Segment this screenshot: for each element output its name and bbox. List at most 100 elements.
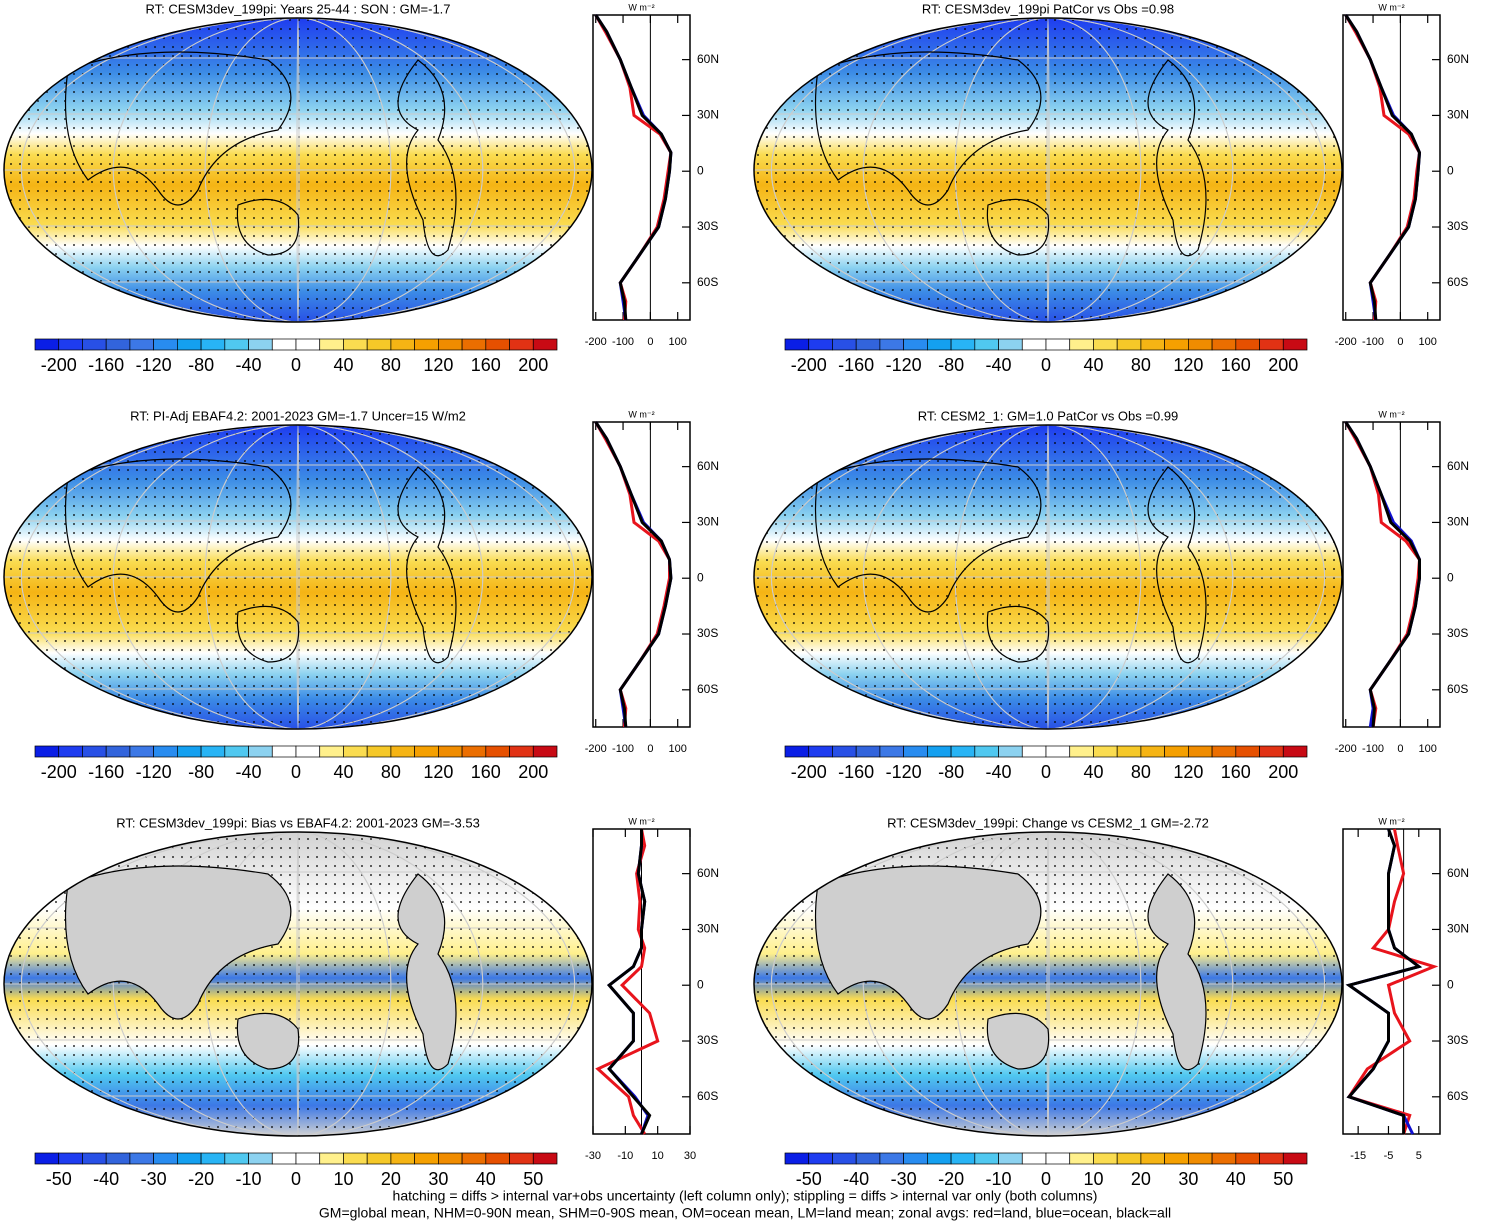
colorbar-label: -120 [136, 355, 172, 375]
meridian [204, 425, 392, 729]
colorbar-box [248, 338, 273, 351]
colorbar-label: -160 [88, 762, 124, 782]
colorbar-box [784, 745, 810, 758]
colorbar-box [319, 745, 344, 758]
colorbar-box [950, 745, 976, 758]
colorbar-box [461, 745, 487, 758]
colorbar-box [879, 745, 904, 758]
meridian [770, 832, 1326, 1136]
x-tick-label: -30 [585, 1150, 601, 1162]
colorbar-label: -40 [986, 355, 1012, 375]
continent [814, 458, 1042, 613]
colorbar-label: 160 [1221, 762, 1251, 782]
continent [1147, 466, 1207, 664]
y-tick-label: 60S [697, 682, 718, 696]
colorbar-box [532, 338, 558, 351]
y-tick-label: 60N [1447, 866, 1469, 880]
continent [986, 198, 1050, 256]
y-tick-label: 0 [1447, 977, 1454, 991]
colorbar-box [343, 1152, 368, 1165]
colorbar-box [438, 745, 463, 758]
colorbar-box [1259, 338, 1284, 351]
y-tick-label: 30N [697, 922, 719, 936]
colorbar-label: -10 [236, 1169, 262, 1189]
y-tick-label: 0 [697, 163, 704, 177]
colorbar-label: 50 [523, 1169, 543, 1189]
y-tick-label: 30S [697, 1033, 718, 1047]
panel-title: RT: PI-Adj EBAF4.2: 2001-2023 GM=-1.7 Un… [130, 408, 466, 423]
colorbar-label: -20 [938, 1169, 964, 1189]
footer-line: hatching = diffs > internal var+obs unce… [393, 1188, 1098, 1204]
map [754, 18, 1342, 322]
continent [397, 59, 457, 257]
y-tick-label: 60S [697, 275, 718, 289]
colorbar-box [34, 338, 60, 351]
colorbar-box [974, 1152, 999, 1165]
colorbar-box [485, 745, 510, 758]
colorbar-label: 160 [1221, 355, 1251, 375]
colorbar-box [832, 338, 857, 351]
colorbar-box [177, 338, 202, 351]
meridian [1046, 425, 1050, 729]
colorbar-label: 30 [1178, 1169, 1198, 1189]
colorbar-label: -80 [188, 762, 214, 782]
x-tick-label: -100 [1362, 336, 1384, 348]
colorbar-box [532, 745, 558, 758]
colorbar-box [903, 338, 928, 351]
colorbar-box [366, 1152, 392, 1165]
continent [236, 1012, 300, 1070]
map-border [753, 424, 1343, 730]
colorbar-box [271, 338, 297, 351]
colorbar-box [485, 338, 510, 351]
colorbar-box [1188, 1152, 1213, 1165]
meridian [112, 18, 484, 322]
colorbar-box [200, 745, 226, 758]
map-border [3, 17, 593, 323]
x-tick-label: 100 [1419, 336, 1437, 348]
x-tick-label: -200 [1335, 743, 1357, 755]
colorbar-label: -120 [136, 762, 172, 782]
colorbar-box [153, 1152, 178, 1165]
panel-title: RT: CESM2_1: GM=1.0 PatCor vs Obs =0.99 [918, 408, 1179, 423]
y-tick-label: 60S [1447, 682, 1468, 696]
continent [236, 198, 300, 256]
continent [397, 466, 457, 664]
colorbar-box [1069, 745, 1094, 758]
colorbar-label: -40 [236, 355, 262, 375]
x-tick-label: 5 [1416, 1150, 1422, 1162]
colorbar-label: 40 [1226, 1169, 1246, 1189]
continent [986, 605, 1050, 663]
colorbar-box [390, 338, 415, 351]
colorbar-box [998, 338, 1023, 351]
x-tick-label: -15 [1350, 1150, 1366, 1162]
continent [814, 51, 1042, 206]
meridian [204, 18, 392, 322]
axis-label: W m⁻² [628, 409, 654, 419]
colorbar-box [532, 1152, 558, 1165]
colorbar-box [366, 745, 392, 758]
colorbar-label: 0 [291, 762, 301, 782]
y-tick-label: 60N [697, 459, 719, 473]
meridian [296, 18, 300, 322]
meridian [20, 425, 576, 729]
axis-label: W m⁻² [1378, 816, 1404, 826]
colorbar-label: 80 [381, 762, 401, 782]
colorbar-box [1140, 338, 1165, 351]
colorbar-label: -80 [188, 355, 214, 375]
colorbar-box [295, 745, 321, 758]
colorbar-box [1282, 1152, 1308, 1165]
x-tick-label: 0 [647, 743, 653, 755]
colorbar-box [1021, 1152, 1047, 1165]
colorbar-box [295, 338, 321, 351]
colorbar-box [832, 745, 857, 758]
colorbar-box [105, 338, 131, 351]
map-border [3, 424, 593, 730]
colorbar-box [200, 338, 226, 351]
colorbar-box [1282, 745, 1308, 758]
colorbar-label: -200 [791, 355, 827, 375]
colorbar-box [343, 745, 368, 758]
colorbar-label: -50 [796, 1169, 822, 1189]
colorbar-label: -40 [93, 1169, 119, 1189]
colorbar-box [390, 745, 415, 758]
colorbar-box [390, 1152, 415, 1165]
